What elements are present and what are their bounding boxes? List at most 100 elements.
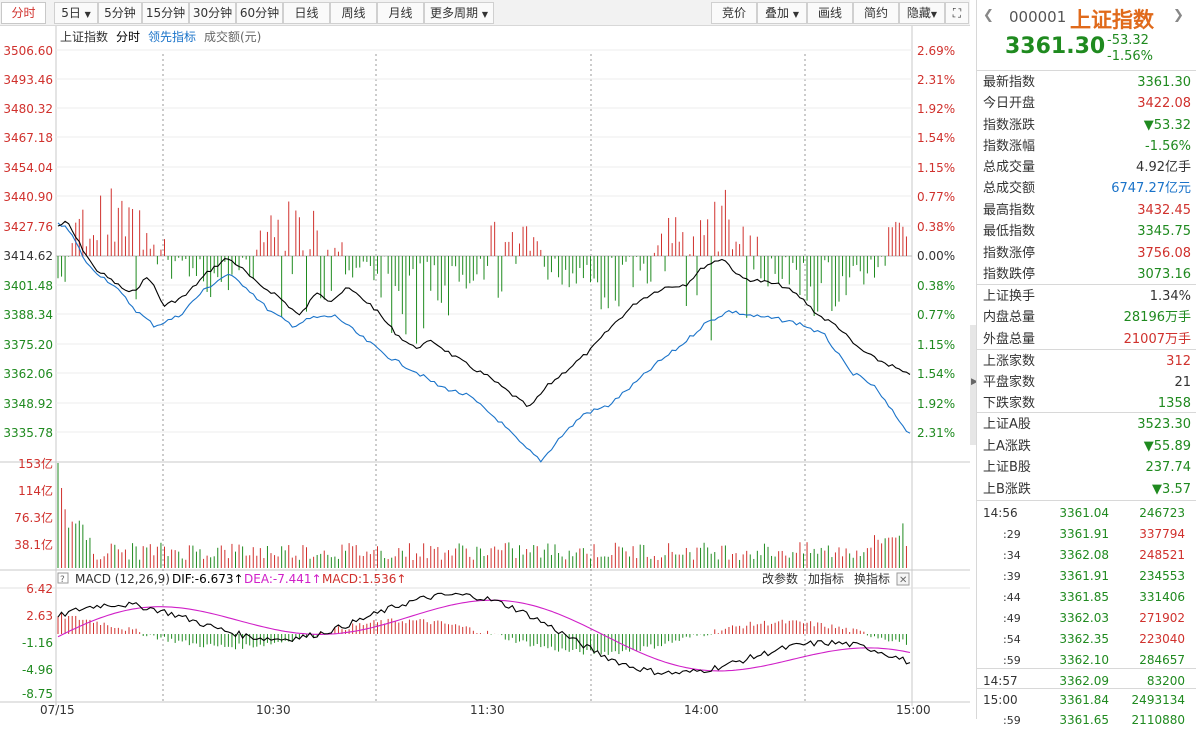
- stat-label: 指数跌停: [983, 267, 1036, 282]
- chevron-down-icon: ▼: [792, 10, 799, 19]
- volume-tick: 114亿: [18, 483, 53, 498]
- macd-tick: -8.75: [22, 687, 53, 701]
- volume-tick: 153亿: [18, 456, 53, 471]
- price-axis-left: 3506.60 3493.46 3480.32 3467.18 3454.04 …: [3, 44, 53, 440]
- stat-label: 上证B股: [983, 460, 1031, 475]
- tick-volume: 337794: [1139, 527, 1185, 541]
- macd-dea: DEA:-7.441↑: [244, 572, 322, 586]
- volume-tick: 38.1亿: [14, 537, 53, 552]
- macd-axis: 6.42 2.63 -1.16 -4.96 -8.75: [22, 582, 53, 701]
- stat-label: 上证换手: [983, 289, 1036, 304]
- overlay-button[interactable]: 叠加 ▼: [757, 2, 807, 24]
- tab-5day[interactable]: 5日 ▼: [54, 2, 98, 24]
- stock-name: 上证指数: [1070, 8, 1154, 32]
- macd-settings-icon[interactable]: [57, 572, 69, 584]
- chart-area[interactable]: 上证指数 分时 领先指标 成交额(元) 3506.60 3493.46 3480…: [0, 26, 970, 719]
- tab-weekly[interactable]: 周线: [330, 2, 377, 24]
- stat-value: 237.74: [1145, 460, 1192, 475]
- stat-row: 指数跌停 3073.16: [977, 264, 1196, 285]
- divider: [977, 412, 1196, 413]
- pct-tick: 0.38%: [917, 220, 955, 234]
- stat-label: 平盘家数: [983, 375, 1036, 390]
- pct-tick: 0.00%: [917, 249, 955, 263]
- hide-button[interactable]: 隐藏▼: [899, 2, 945, 24]
- draw-line-button[interactable]: 画线: [807, 2, 853, 24]
- macd-tick: 2.63: [26, 609, 53, 623]
- tick-row: :34 3362.08 248521: [977, 545, 1196, 566]
- stat-label: 上涨家数: [983, 354, 1036, 369]
- pct-tick: 1.92%: [917, 397, 955, 411]
- macd-tick: -1.16: [22, 636, 53, 650]
- stat-row: 下跌家数 1358: [977, 393, 1196, 414]
- tick-row: :59 3362.10 284657: [977, 650, 1196, 671]
- tick-price: 3362.10: [1059, 653, 1109, 667]
- help-icon[interactable]: ?: [60, 575, 65, 585]
- pct-tick: 2.31%: [917, 426, 955, 440]
- tab-15min[interactable]: 15分钟: [142, 2, 189, 24]
- tick-volume: 83200: [1146, 674, 1185, 688]
- tab-60min[interactable]: 60分钟: [236, 2, 283, 24]
- price-tick: 3454.04: [3, 161, 53, 175]
- add-indicator-button[interactable]: 加指标: [808, 571, 844, 586]
- price-tick: 3335.78: [3, 426, 53, 440]
- intraday-chart[interactable]: 上证指数 分时 领先指标 成交额(元) 3506.60 3493.46 3480…: [0, 26, 970, 719]
- tab-daily[interactable]: 日线: [283, 2, 330, 24]
- pct-tick: 0.38%: [917, 279, 955, 293]
- close-icon[interactable]: [896, 572, 910, 586]
- tab-intraday[interactable]: 分时: [1, 2, 46, 24]
- pct-tick: 1.54%: [917, 367, 955, 381]
- simple-mode-button[interactable]: 简约: [853, 2, 899, 24]
- tick-price: 3361.85: [1059, 590, 1109, 604]
- panel-collapse-handle[interactable]: ▶: [970, 325, 978, 445]
- tick-volume: 331406: [1139, 590, 1185, 604]
- pct-tick: 2.69%: [917, 44, 955, 58]
- tab-30min[interactable]: 30分钟: [189, 2, 236, 24]
- time-tick: 11:30: [470, 703, 505, 717]
- tick-volume: 284657: [1139, 653, 1185, 667]
- stat-value: -1.56%: [1145, 139, 1191, 154]
- volume-axis: 153亿 114亿 76.3亿 38.1亿: [14, 456, 53, 552]
- stat-value: 3361.30: [1137, 75, 1191, 90]
- time-tick: 07/15: [40, 703, 75, 717]
- divider: [977, 668, 1196, 669]
- pct-tick: 1.54%: [917, 131, 955, 145]
- switch-indicator-button[interactable]: 换指标: [854, 571, 890, 586]
- back-icon[interactable]: ❮: [983, 8, 994, 23]
- stat-row: 上证B股 237.74: [977, 457, 1196, 478]
- tick-price: 3361.91: [1059, 569, 1109, 583]
- tick-time: :34: [1003, 549, 1021, 562]
- pct-tick: 2.31%: [917, 73, 955, 87]
- tick-time: :29: [1003, 528, 1021, 541]
- stat-label: 指数涨跌: [983, 118, 1036, 133]
- tab-more-periods[interactable]: 更多周期 ▼: [424, 2, 494, 24]
- divider: [977, 500, 1196, 501]
- forward-icon[interactable]: ❯: [1173, 8, 1184, 23]
- fullscreen-icon[interactable]: ⛶: [945, 2, 969, 24]
- stat-row: 最低指数 3345.75: [977, 221, 1196, 242]
- stat-label: 今日开盘: [983, 96, 1036, 111]
- divider: [977, 284, 1196, 285]
- stat-label: 外盘总量: [983, 332, 1036, 347]
- price-tick: 3440.90: [3, 190, 53, 204]
- volume-label: 成交额(元): [204, 29, 261, 44]
- leading-bars: [57, 188, 907, 344]
- tick-row: :49 3362.03 271902: [977, 608, 1196, 629]
- stat-row: 指数涨停 3756.08: [977, 243, 1196, 264]
- stat-value: 3073.16: [1137, 267, 1191, 282]
- change-params-button[interactable]: 改参数: [762, 571, 798, 586]
- stat-value: ▼53.32: [1143, 118, 1191, 133]
- leading-indicator-label[interactable]: 领先指标: [148, 29, 196, 44]
- chevron-down-icon: ▼: [481, 10, 488, 19]
- price-tick: 3401.48: [3, 279, 53, 293]
- stat-row: 上B涨跌 ▼3.57: [977, 479, 1196, 500]
- tick-price: 3361.04: [1059, 506, 1109, 520]
- tab-5min[interactable]: 5分钟: [98, 2, 142, 24]
- tick-volume: 248521: [1139, 548, 1185, 562]
- tab-monthly[interactable]: 月线: [377, 2, 424, 24]
- auction-button[interactable]: 竞价: [711, 2, 757, 24]
- stat-value: ▼55.89: [1143, 439, 1191, 454]
- tick-time: 14:56: [983, 506, 1018, 520]
- tick-time: :49: [1003, 612, 1021, 625]
- macd-bars: [57, 613, 907, 655]
- pct-tick: 0.77%: [917, 190, 955, 204]
